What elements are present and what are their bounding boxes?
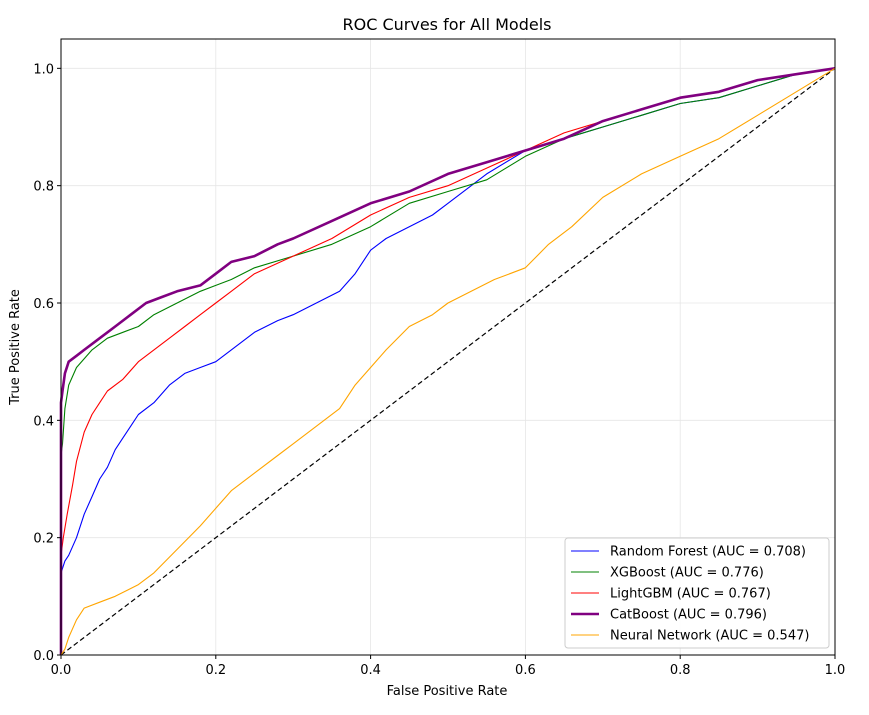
legend-label-1: XGBoost (AUC = 0.776) — [610, 566, 764, 581]
y-axis-label: True Positive Rate — [8, 289, 23, 406]
series-line-3 — [59, 67, 836, 655]
x-tick-label-3: 0.6 — [515, 663, 536, 678]
legend-box — [564, 537, 830, 649]
series-line-1 — [60, 67, 836, 655]
legend-label-0: Random Forest (AUC = 0.708) — [610, 545, 806, 560]
plot-area: 0.0 0.2 0.4 0.6 0.8 1.0 0.0 0.2 0.4 0.6 0.8 1.0 — [33, 38, 846, 678]
x-tick-label-1: 0.2 — [205, 663, 226, 678]
y-tick-label-4: 0.8 — [33, 180, 54, 195]
reference-diagonal-line — [60, 67, 836, 656]
y-tick-label-3: 0.6 — [33, 297, 54, 312]
y-tick-label-5: 1.0 — [33, 62, 54, 77]
chart-title: ROC Curves for All Models — [343, 15, 552, 34]
x-tick-label-5: 1.0 — [825, 663, 846, 678]
legend-label-3: CatBoost (AUC = 0.796) — [610, 608, 767, 623]
plot-frame — [60, 38, 836, 656]
y-tick-label-0: 0.0 — [33, 649, 54, 664]
x-axis-label: False Positive Rate — [387, 684, 508, 699]
series-line-4 — [60, 67, 836, 656]
legend: Random Forest (AUC = 0.708) XGBoost (AUC … — [564, 537, 830, 649]
x-tick-label-0: 0.0 — [51, 663, 72, 678]
y-tick-label-2: 0.4 — [33, 414, 54, 429]
legend-label-4: Neural Network (AUC = 0.547) — [610, 629, 809, 644]
x-tick-label-2: 0.4 — [360, 663, 381, 678]
x-tick-label-4: 0.8 — [670, 663, 691, 678]
y-tick-label-1: 0.2 — [33, 532, 54, 547]
legend-label-2: LightGBM (AUC = 0.767) — [610, 587, 771, 602]
